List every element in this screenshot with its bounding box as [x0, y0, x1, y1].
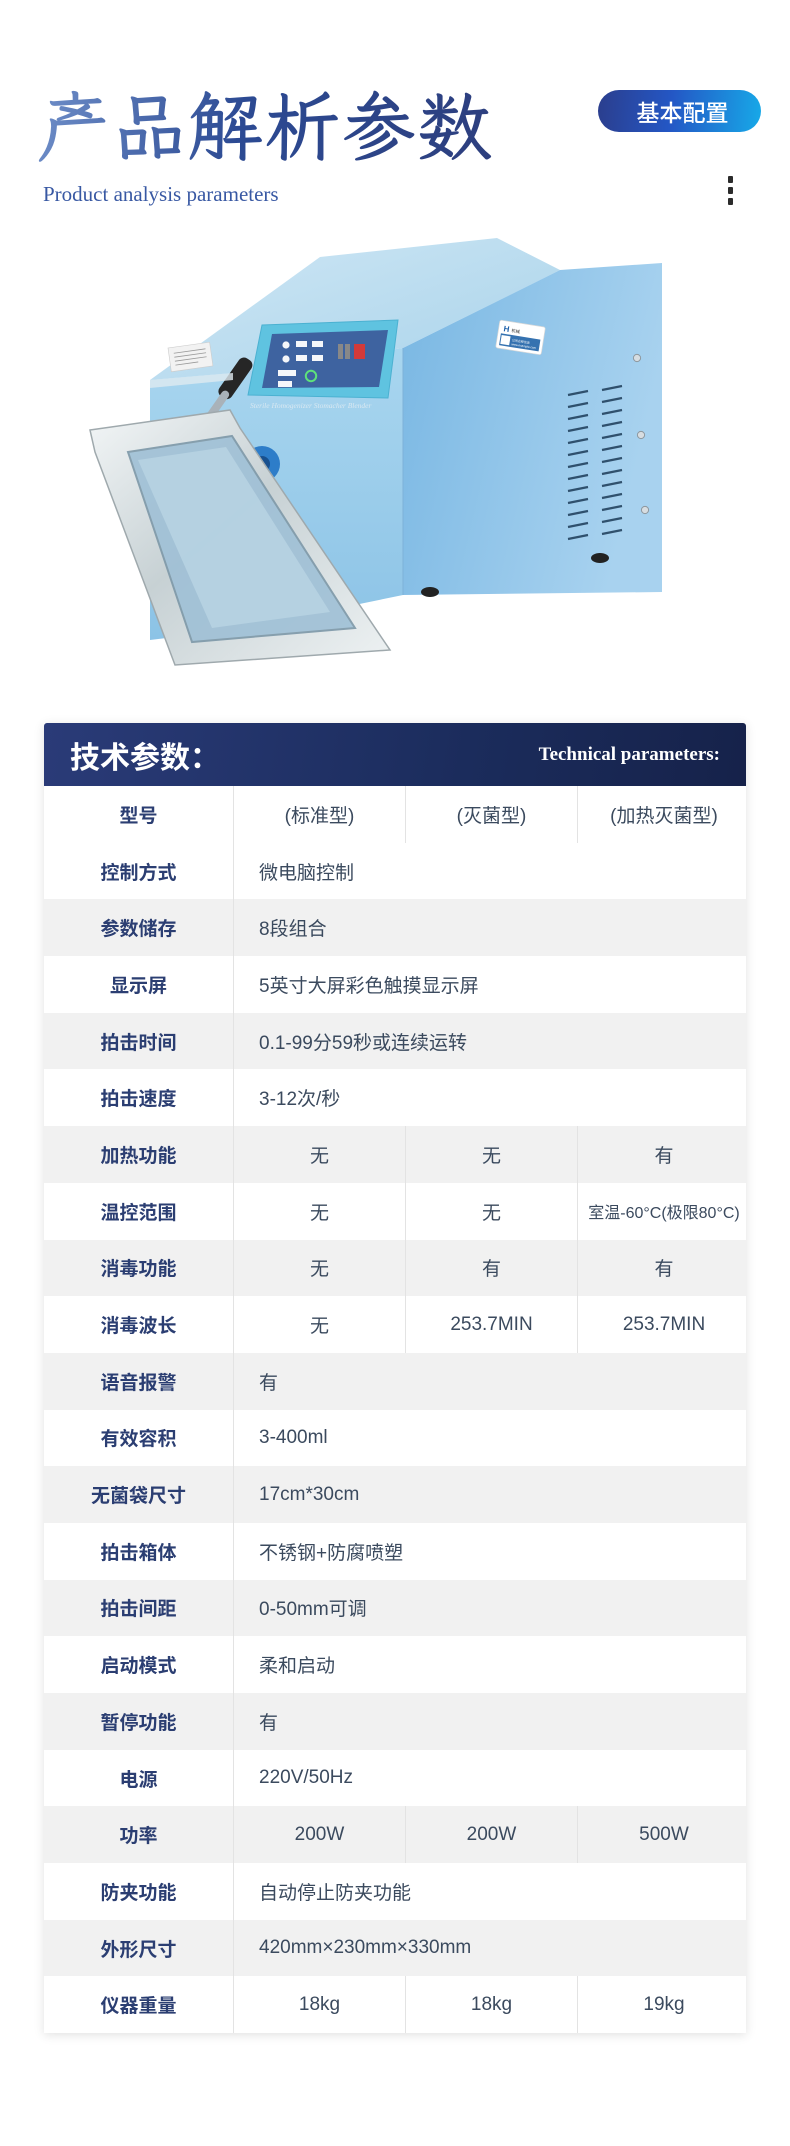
svg-text:Sterile Homogenizer Stomacher: Sterile Homogenizer Stomacher Blender: [250, 401, 372, 410]
